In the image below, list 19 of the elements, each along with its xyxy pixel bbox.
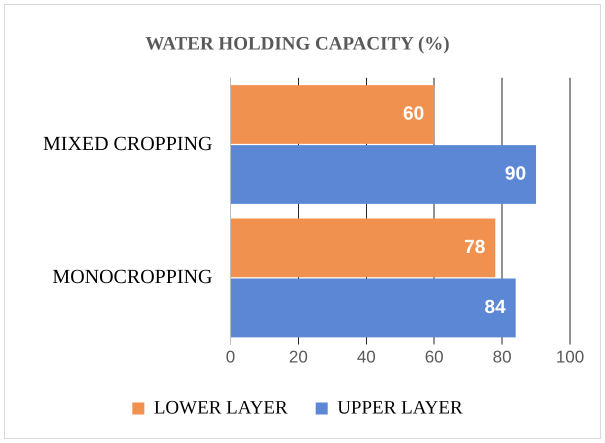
bar	[230, 278, 516, 338]
chart-title: WATER HOLDING CAPACITY (%)	[145, 33, 450, 54]
x-tick-label: 20	[288, 347, 308, 366]
x-tick-label: 0	[226, 347, 236, 366]
legend-label: LOWER LAYER	[154, 397, 288, 418]
x-tick-label: 40	[356, 347, 376, 366]
data-label: 90	[504, 164, 526, 185]
x-tick-label: 60	[424, 347, 444, 366]
data-label: 60	[403, 104, 424, 125]
x-tick-label: 80	[492, 347, 512, 366]
bar	[230, 145, 536, 204]
data-label: 84	[484, 297, 506, 318]
x-tick-label: 100	[556, 347, 584, 366]
legend-label: UPPER LAYER	[337, 397, 463, 418]
data-label: 78	[464, 237, 486, 258]
y-tick-label: MIXED CROPPING	[42, 132, 212, 155]
y-tick-label: MONOCROPPING	[52, 266, 212, 288]
bar	[230, 85, 434, 144]
bar	[230, 218, 496, 278]
